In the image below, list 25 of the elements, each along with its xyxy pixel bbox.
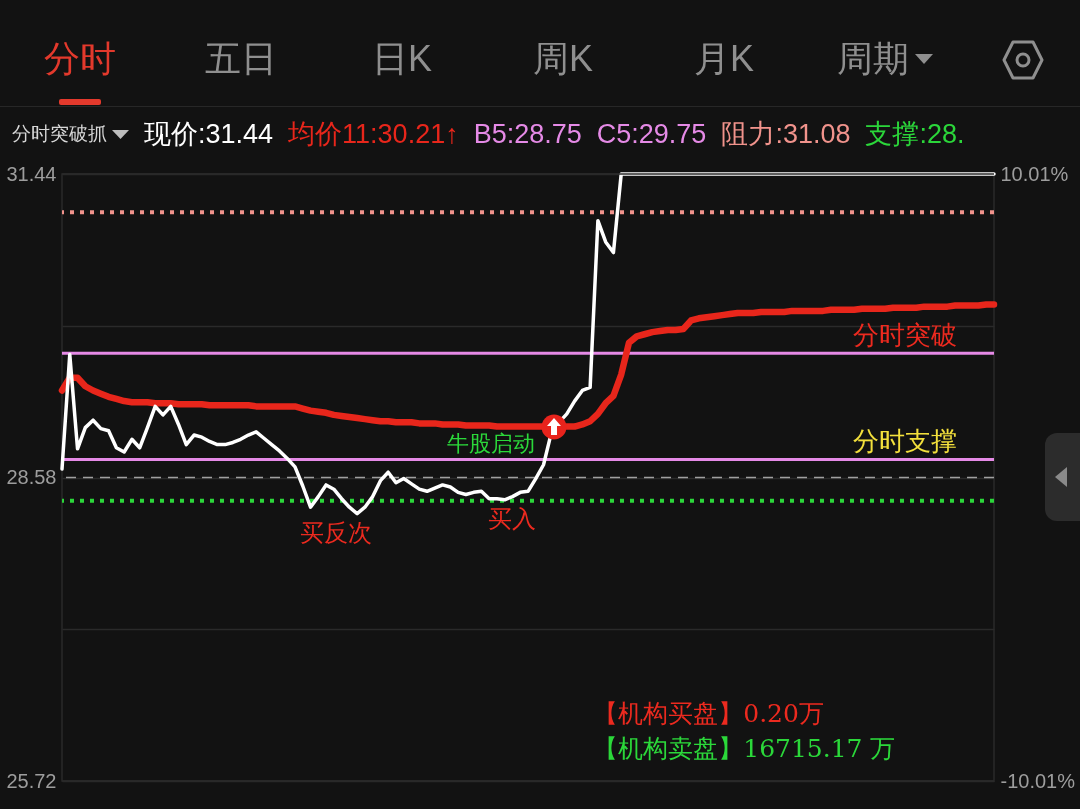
text: 日K bbox=[371, 37, 433, 81]
text: 现价:31.44 bbox=[144, 118, 274, 151]
annotation: 买入 bbox=[488, 504, 537, 533]
ref-line-label: 支撑:28. bbox=[865, 118, 965, 151]
ref-line-label: B5:28.75 bbox=[473, 118, 582, 150]
text: 周期 bbox=[837, 37, 909, 81]
legend-title: 分时突破抓 bbox=[12, 121, 107, 146]
annotation: 分时支撑 bbox=[853, 426, 958, 457]
annotation: 分时突破 bbox=[853, 320, 958, 351]
y2-tick-label: 10.01% bbox=[1000, 162, 1069, 185]
text: 五日 bbox=[205, 37, 277, 81]
ref-line-label: C5:29.75 bbox=[596, 118, 707, 150]
annotation: 【机构卖盘】16715.17 万 bbox=[593, 733, 896, 763]
text: 周K bbox=[532, 37, 594, 81]
y-tick-label: 31.44 bbox=[6, 162, 57, 185]
annotation: 牛股启动 bbox=[447, 431, 536, 458]
ref-line-label: 阻力:31.08 bbox=[721, 118, 851, 151]
text: 均价11:30.21↑ bbox=[288, 118, 459, 151]
text: 月K bbox=[693, 37, 755, 81]
y-tick-label: 28.58 bbox=[6, 466, 57, 488]
y-tick-label: 25.72 bbox=[6, 769, 57, 792]
text: 分时 bbox=[44, 37, 116, 81]
annotation: 买反次 bbox=[300, 519, 372, 548]
y2-tick-label: -10.01% bbox=[1000, 769, 1076, 792]
annotation: 【机构买盘】0.20万 bbox=[593, 699, 824, 729]
